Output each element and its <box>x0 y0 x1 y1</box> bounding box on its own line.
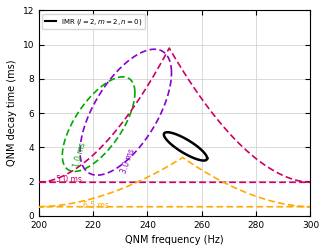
X-axis label: QNM frequency (Hz): QNM frequency (Hz) <box>125 235 224 245</box>
Legend: IMR ($l = 2, m = 2, n = 0$): IMR ($l = 2, m = 2, n = 0$) <box>42 14 145 29</box>
Text: 5.0 ms: 5.0 ms <box>56 175 82 184</box>
Text: 6.5 ms: 6.5 ms <box>83 201 109 209</box>
Y-axis label: QNM decay time (ms): QNM decay time (ms) <box>7 60 17 166</box>
Text: 3.0 ms: 3.0 ms <box>120 147 137 175</box>
Text: 1.0 ms: 1.0 ms <box>72 141 87 169</box>
